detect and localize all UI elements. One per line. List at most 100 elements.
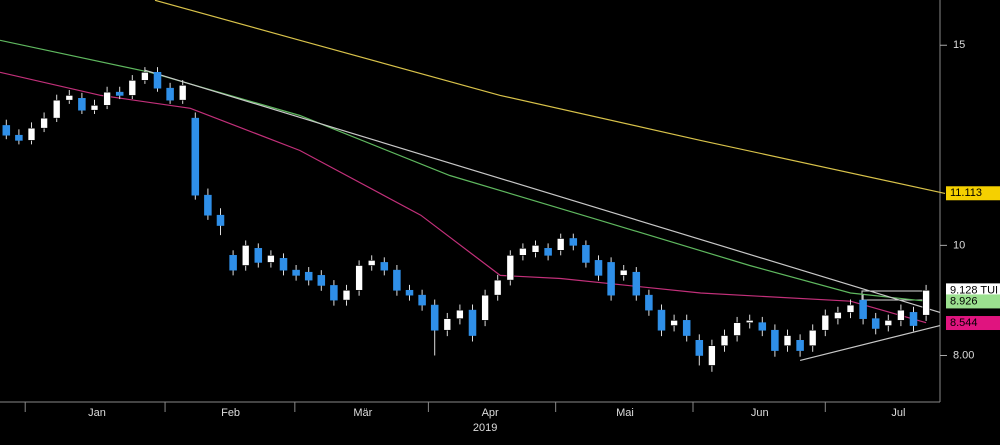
x-tick-label: Mai	[616, 407, 634, 419]
price-tag-label: 11.113	[950, 187, 982, 199]
candle-body	[582, 245, 590, 263]
candle-body	[884, 320, 893, 326]
candle-body	[619, 269, 628, 276]
y-tick-label: 15	[953, 39, 965, 51]
candle-body	[15, 134, 23, 141]
candle-body	[279, 258, 288, 271]
candle-body	[607, 262, 615, 296]
candle-body	[796, 339, 804, 351]
candle-body	[141, 71, 149, 81]
candle-body	[657, 309, 666, 331]
candle-body	[380, 262, 389, 271]
candle-body	[241, 245, 250, 266]
candle-body	[342, 289, 351, 301]
year-label: 2019	[473, 422, 497, 434]
candle-body	[103, 91, 111, 106]
price-tag-label: 8.926	[950, 295, 978, 307]
candle-body	[708, 345, 716, 366]
candle-body	[78, 98, 86, 111]
candle-body	[191, 117, 200, 196]
candle-body	[544, 248, 552, 256]
x-tick-label: Mär	[353, 407, 372, 419]
candle-body	[52, 99, 61, 119]
candle-body	[204, 194, 212, 216]
price-tag	[946, 283, 1000, 298]
candle-body	[178, 85, 187, 101]
candle-body	[304, 271, 313, 281]
y-tick-label: 10	[953, 239, 965, 251]
x-tick-label: Jun	[751, 407, 769, 419]
price-tag-label: 8.544	[950, 317, 978, 329]
candle-body	[645, 294, 653, 311]
candle-body	[871, 318, 880, 329]
x-tick-label: Feb	[221, 407, 240, 419]
candle-body	[443, 318, 452, 331]
candle-body	[418, 294, 426, 306]
candle-body	[808, 329, 817, 347]
candle-body	[128, 80, 137, 96]
price-tag-label: 9.128 TUI	[950, 284, 998, 296]
candle-body	[771, 329, 779, 351]
candle-body	[166, 87, 174, 101]
price-tag	[946, 186, 1000, 201]
candle-body	[594, 260, 603, 276]
candle-body	[115, 91, 124, 96]
x-tick-label: Jul	[891, 407, 905, 419]
x-tick-label: Apr	[482, 407, 499, 419]
candle-body	[758, 322, 767, 331]
candle-body	[355, 265, 363, 291]
candle-body	[317, 275, 326, 286]
line-series	[0, 71, 927, 324]
x-tick-label: Jan	[88, 407, 106, 419]
candle-body	[834, 312, 842, 319]
line-series	[799, 325, 941, 361]
candle-body	[367, 260, 376, 266]
candle-body	[859, 299, 867, 319]
candle-body	[783, 335, 792, 347]
candle-body	[733, 322, 741, 336]
candle-body	[531, 245, 540, 253]
candle-body	[456, 309, 464, 319]
candle-body	[909, 312, 918, 326]
candle-body	[40, 117, 48, 129]
candle-body	[2, 125, 11, 136]
candle-body	[90, 105, 99, 111]
candle-body	[922, 289, 930, 316]
candle-body	[632, 271, 641, 296]
candle-body	[267, 255, 275, 263]
candle-body	[720, 335, 729, 347]
candle-body	[468, 309, 477, 336]
candle-body	[670, 320, 678, 326]
candle-body	[745, 320, 754, 323]
price-tag	[946, 316, 1000, 331]
price-tag	[946, 294, 1000, 309]
candle-body	[682, 320, 691, 336]
candle-body	[330, 285, 338, 301]
candle-body	[493, 279, 502, 296]
candle-body	[65, 95, 74, 101]
candle-body	[556, 238, 565, 251]
candle-body	[292, 269, 300, 276]
candle-body	[897, 309, 905, 321]
candle-body	[821, 314, 830, 331]
y-tick-label: 8.00	[953, 349, 974, 361]
candle-body	[153, 71, 162, 89]
candle-body	[846, 304, 855, 313]
candle-body	[519, 248, 527, 256]
candle-body	[506, 255, 515, 281]
candle-body	[229, 255, 237, 271]
candle-body	[393, 269, 401, 291]
candle-body	[405, 289, 414, 296]
candle-body	[481, 294, 489, 321]
candle-body	[216, 214, 225, 226]
line-series	[144, 69, 941, 313]
line-series	[154, 0, 946, 194]
candle-body	[27, 127, 36, 141]
candle-body	[254, 248, 263, 263]
candle-body	[569, 238, 578, 246]
candle-body	[430, 304, 439, 331]
candle-body	[695, 339, 704, 356]
